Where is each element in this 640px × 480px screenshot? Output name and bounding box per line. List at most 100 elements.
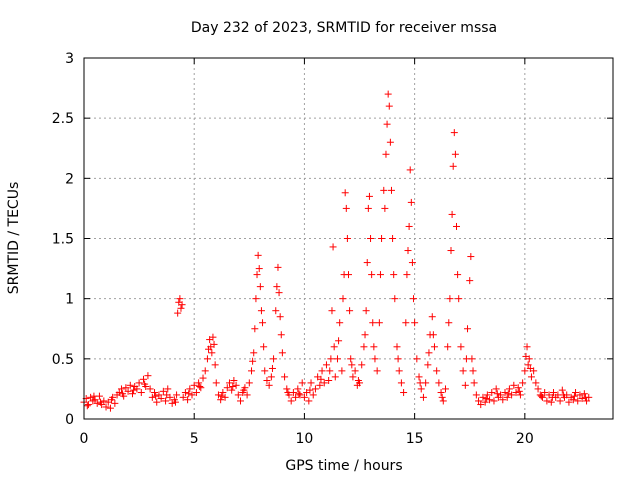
data-point	[267, 373, 275, 381]
data-point	[475, 397, 483, 405]
data-point	[250, 349, 258, 357]
y-tick-label: 3	[65, 51, 74, 67]
data-point	[87, 393, 95, 401]
y-axis-label: SRMTID / TECUs	[6, 182, 22, 295]
data-point	[467, 253, 475, 261]
data-point	[115, 389, 123, 397]
data-point	[327, 355, 335, 363]
data-point	[176, 295, 184, 303]
data-point	[178, 301, 186, 309]
data-point	[492, 385, 500, 393]
data-point	[318, 367, 326, 375]
y-tick-label: 1.5	[52, 232, 74, 248]
data-point	[325, 376, 333, 384]
data-point	[362, 307, 370, 315]
data-point	[152, 392, 160, 400]
data-point	[148, 393, 156, 401]
data-point	[93, 399, 101, 407]
data-point	[363, 259, 371, 267]
data-point	[469, 367, 477, 375]
data-point	[229, 383, 237, 391]
data-point	[477, 401, 485, 409]
data-point	[298, 379, 306, 387]
data-point	[549, 389, 557, 397]
data-point	[124, 387, 132, 395]
data-point	[403, 271, 411, 279]
data-point	[179, 393, 187, 401]
data-point	[256, 283, 264, 291]
data-point	[91, 396, 99, 404]
data-point	[348, 361, 356, 369]
data-point	[510, 381, 518, 389]
data-point	[257, 307, 265, 315]
data-point	[461, 381, 469, 389]
data-point	[519, 379, 527, 387]
data-point	[417, 385, 425, 393]
data-point	[439, 397, 447, 405]
data-point	[252, 295, 260, 303]
data-point	[580, 390, 588, 398]
data-point	[201, 367, 209, 375]
data-point	[137, 389, 145, 397]
data-point	[163, 391, 171, 399]
data-point	[184, 396, 192, 404]
data-point	[512, 389, 520, 397]
y-tick-label: 2	[65, 171, 74, 187]
data-point	[122, 384, 130, 392]
data-point	[277, 331, 285, 339]
data-point	[383, 120, 391, 128]
data-point	[408, 259, 416, 267]
data-point	[162, 397, 170, 405]
data-point	[168, 399, 176, 407]
data-point	[445, 319, 453, 327]
data-point	[272, 307, 280, 315]
data-point	[415, 373, 423, 381]
data-point	[174, 309, 182, 317]
data-point	[260, 343, 268, 351]
data-point	[505, 385, 513, 393]
data-point	[524, 361, 532, 369]
data-point	[449, 162, 457, 170]
data-point	[181, 389, 189, 397]
data-point	[437, 389, 445, 397]
data-point	[210, 340, 218, 348]
data-point	[192, 389, 200, 397]
data-point	[126, 381, 134, 389]
data-point	[454, 271, 462, 279]
data-point	[565, 398, 573, 406]
data-point	[255, 265, 263, 273]
data-point	[400, 389, 408, 397]
data-point	[144, 372, 152, 380]
data-point	[265, 381, 273, 389]
data-point	[214, 391, 222, 399]
y-tick-label: 2.5	[52, 111, 74, 127]
data-point	[254, 251, 262, 259]
data-point	[444, 343, 452, 351]
data-point	[504, 390, 512, 398]
data-point	[391, 295, 399, 303]
data-point	[375, 319, 383, 327]
data-point	[389, 235, 397, 242]
data-point	[343, 235, 351, 242]
data-point	[368, 271, 376, 279]
data-point	[371, 355, 379, 363]
data-point	[397, 379, 405, 387]
data-point	[410, 295, 418, 303]
data-point	[329, 243, 337, 251]
data-point	[537, 392, 545, 400]
data-point	[435, 379, 443, 387]
data-point	[217, 396, 225, 404]
data-point	[559, 391, 567, 399]
data-point	[385, 102, 393, 110]
x-tick-label: 5	[190, 431, 199, 447]
data-point	[153, 398, 161, 406]
data-point	[501, 389, 509, 397]
data-point	[390, 271, 398, 279]
data-point	[186, 385, 194, 393]
data-point	[296, 391, 304, 399]
data-point	[128, 390, 136, 398]
tick-layer: 0 0.5 1 1.5 2 2.5 3 0 5 10 15 20	[52, 51, 613, 447]
data-point	[240, 386, 248, 394]
data-point	[199, 374, 207, 382]
